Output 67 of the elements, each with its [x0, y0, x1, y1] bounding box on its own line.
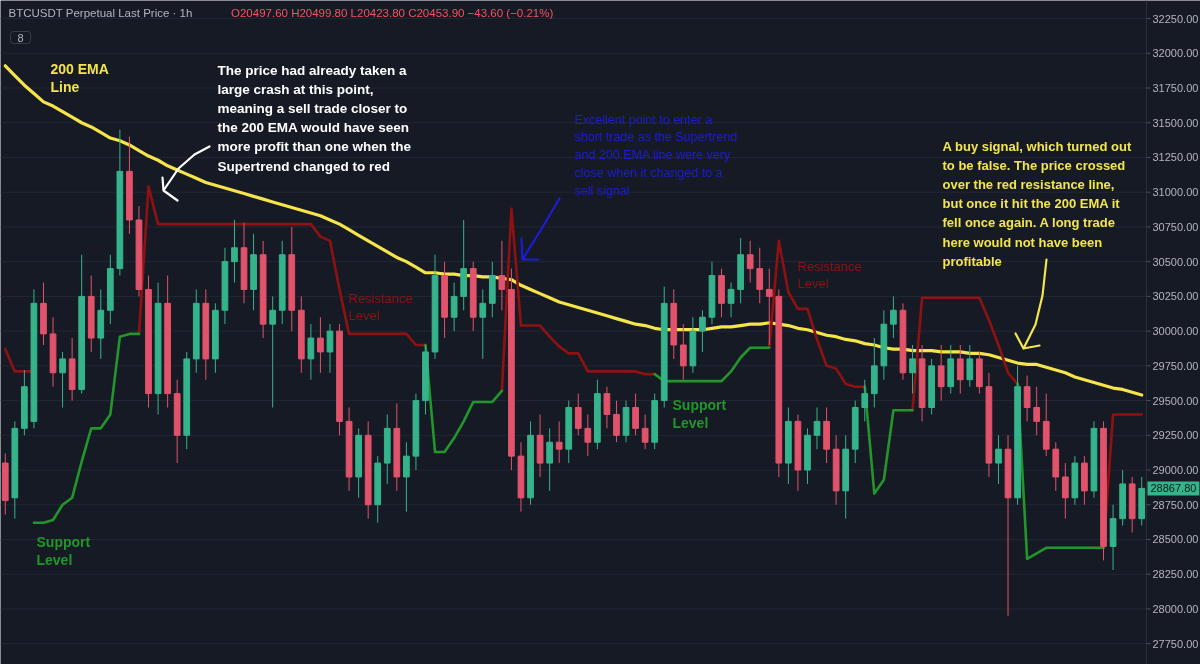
y-tick-label: 31250.00: [1152, 151, 1199, 164]
candlestick: [909, 344, 916, 395]
y-tick-label: 29250.00: [1152, 429, 1199, 442]
y-tick-label: 32000.00: [1152, 47, 1199, 60]
candlestick: [890, 295, 897, 339]
y-tick-label: 27750.00: [1152, 637, 1199, 650]
series-label: Support Level: [36, 533, 91, 568]
candlestick: [59, 351, 66, 409]
candlestick: [746, 240, 754, 283]
annotation: 8: [17, 31, 24, 44]
series-label: Resistance Level: [348, 290, 413, 323]
candlestick: [1033, 386, 1041, 436]
y-tick-label: 30500.00: [1152, 255, 1199, 268]
line-series: [3, 64, 1144, 397]
candlestick: [317, 316, 324, 374]
y-tick-label: 28500.00: [1152, 533, 1199, 546]
candlestick: [1061, 462, 1069, 520]
y-tick-label: 32250.00: [1152, 12, 1199, 25]
y-tick-label: 28000.00: [1152, 602, 1199, 615]
candlestick: [555, 420, 563, 464]
text: 28867.80: [1150, 482, 1197, 495]
y-tick-label: 30750.00: [1152, 220, 1199, 233]
y-tick-label: 28750.00: [1152, 498, 1199, 511]
candlestick: [574, 393, 582, 436]
candlestick: [1023, 375, 1031, 422]
candlestick: [479, 288, 487, 360]
y-tick-label: 30250.00: [1152, 290, 1199, 303]
candlestick: [269, 295, 277, 409]
candlestick: [966, 344, 974, 388]
candlestick: [765, 268, 773, 346]
candlestick: [498, 240, 506, 311]
y-tick-label: 29000.00: [1152, 464, 1199, 477]
candlestick: [956, 344, 964, 395]
series-label: 200 EMA Line: [50, 60, 109, 95]
y-tick-label: 29750.00: [1152, 359, 1199, 372]
candlestick: [326, 323, 334, 374]
candlestick: [727, 281, 735, 318]
text: BTCUSDT Perpetual Last Price · 1h: [8, 6, 193, 19]
candlestick: [699, 309, 706, 353]
y-tick-label: 31750.00: [1152, 82, 1199, 95]
candlestick: [603, 386, 611, 429]
candlestick: [861, 379, 869, 422]
candlestick: [995, 434, 1002, 485]
candlestick: [613, 400, 620, 443]
annotation: A buy signal, which turned out to be false. The price crossed over the red resistance line, but once it hit the 200 EMA it fell once again. A long trade here would not have been profitable: [942, 138, 1132, 269]
candlestick: [307, 323, 315, 381]
annotation: Excellent point to enter a short trade as the Supertrend and 200 EMA line were very close when it changed to a sell signal: [574, 112, 738, 199]
candlestick: [679, 323, 687, 381]
candlestick: [546, 427, 553, 492]
candlestick: [756, 247, 764, 304]
y-tick-label: 31500.00: [1152, 116, 1199, 129]
candlestick: [937, 344, 945, 402]
y-tick-label: 28250.00: [1152, 568, 1199, 581]
annotation: Support Level: [672, 396, 727, 431]
candlestick: [403, 441, 410, 513]
text: O20497.60 H20499.80 L20423.80 C20453.90 −43.60 (−0.21%): [231, 6, 554, 19]
y-tick-label: 31000.00: [1152, 186, 1199, 199]
annotation: Resistance Level: [797, 258, 862, 291]
candlestick: [584, 413, 592, 457]
candlestick: [450, 281, 458, 332]
candlestick: [813, 407, 821, 450]
annotation: The price had already taken a large crash at this point, meaning a sell trade closer to the 200 EMA would have seen more profit than one when the Supertrend changed to red: [217, 62, 412, 174]
candlestick: [231, 219, 238, 283]
candlestick: [641, 413, 649, 450]
y-tick-label: 29500.00: [1152, 394, 1199, 407]
candlestick: [632, 393, 639, 436]
y-tick-label: 30000.00: [1152, 325, 1199, 338]
